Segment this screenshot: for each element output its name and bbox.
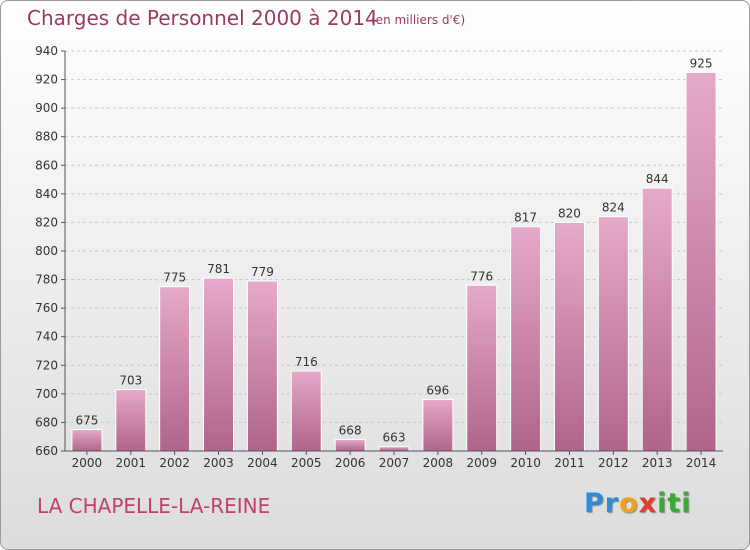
y-tick-label: 920 bbox=[35, 73, 58, 87]
y-tick-label: 700 bbox=[35, 387, 58, 401]
bars bbox=[71, 71, 717, 452]
bar-2013 bbox=[641, 187, 673, 452]
value-label: 779 bbox=[251, 265, 274, 279]
y-tick-label: 860 bbox=[35, 158, 58, 172]
x-tick-label: 2002 bbox=[159, 456, 190, 470]
x-tick-label: 2006 bbox=[335, 456, 366, 470]
value-label: 675 bbox=[75, 414, 98, 428]
value-labels: 675 703 775 781 779 716 668 663 696 776 817 820 824 8… bbox=[75, 56, 712, 444]
y-tick-label: 660 bbox=[35, 444, 58, 458]
bar-2012 bbox=[597, 216, 629, 452]
value-label: 817 bbox=[514, 211, 537, 225]
value-label: 824 bbox=[602, 201, 625, 215]
y-tick-label: 800 bbox=[35, 244, 58, 258]
value-label: 925 bbox=[690, 56, 713, 70]
x-tick-label: 2007 bbox=[379, 456, 410, 470]
bar-2006 bbox=[334, 439, 366, 452]
logo-letter: t bbox=[667, 488, 682, 519]
x-tick-label: 2013 bbox=[642, 456, 673, 470]
y-tick-label: 840 bbox=[35, 187, 58, 201]
y-tick-label: 680 bbox=[35, 415, 58, 429]
x-tick-label: 2005 bbox=[291, 456, 322, 470]
x-tick-label: 2012 bbox=[598, 456, 629, 470]
x-tick-label: 2008 bbox=[423, 456, 454, 470]
axes bbox=[64, 51, 723, 452]
y-tick-label: 880 bbox=[35, 130, 58, 144]
bar-2002 bbox=[159, 286, 191, 452]
chart-title: Charges de Personnel 2000 à 2014 bbox=[27, 6, 378, 30]
bar-2009 bbox=[466, 284, 498, 452]
bar-2010 bbox=[510, 226, 542, 452]
value-label: 776 bbox=[470, 269, 493, 283]
value-label: 703 bbox=[119, 374, 142, 388]
x-tick-label: 2014 bbox=[686, 456, 717, 470]
y-tick-label: 720 bbox=[35, 358, 58, 372]
bar-2014 bbox=[685, 71, 717, 452]
bar-2007 bbox=[378, 446, 410, 452]
logo-letter: r bbox=[604, 488, 620, 519]
bar-2001 bbox=[115, 389, 147, 452]
value-label: 844 bbox=[646, 172, 669, 186]
y-tick-label: 740 bbox=[35, 330, 58, 344]
bar-2011 bbox=[553, 221, 585, 452]
value-label: 696 bbox=[426, 384, 449, 398]
x-tick-label: 2001 bbox=[116, 456, 147, 470]
y-tick-label: 780 bbox=[35, 273, 58, 287]
bar-2004 bbox=[246, 280, 278, 452]
bar-2003 bbox=[203, 277, 235, 452]
place-name: LA CHAPELLE-LA-REINE bbox=[37, 494, 271, 518]
x-axis-ticks: 2000 2001 2002 2003 2004 2005 2006 2007 2008 2009… bbox=[72, 451, 717, 470]
bar-2008 bbox=[422, 399, 454, 452]
value-label: 663 bbox=[383, 431, 406, 445]
y-tick-label: 940 bbox=[35, 44, 58, 58]
y-axis-ticks: 660 680 700 720 740 760 780 800 820 840 860 880 900 9… bbox=[35, 44, 65, 458]
value-label: 668 bbox=[339, 424, 362, 438]
logo-letter: x bbox=[638, 488, 658, 519]
logo-letter: P bbox=[584, 488, 605, 519]
logo-letter: i bbox=[681, 488, 692, 519]
value-label: 781 bbox=[207, 262, 230, 276]
x-tick-label: 2010 bbox=[510, 456, 541, 470]
chart-subtitle: (en milliers d'€) bbox=[371, 13, 466, 27]
logo-letter: o bbox=[619, 488, 639, 519]
logo-letter: i bbox=[657, 488, 668, 519]
value-label: 775 bbox=[163, 271, 186, 285]
x-tick-label: 2011 bbox=[554, 456, 585, 470]
y-tick-label: 900 bbox=[35, 101, 58, 115]
y-tick-label: 760 bbox=[35, 301, 58, 315]
x-tick-label: 2009 bbox=[466, 456, 497, 470]
value-label: 716 bbox=[295, 355, 318, 369]
bar-2000 bbox=[71, 429, 103, 452]
proxiti-logo: Proxiti bbox=[584, 488, 692, 519]
y-tick-label: 820 bbox=[35, 215, 58, 229]
x-tick-label: 2000 bbox=[72, 456, 103, 470]
x-tick-label: 2003 bbox=[203, 456, 234, 470]
x-tick-label: 2004 bbox=[247, 456, 278, 470]
bar-2005 bbox=[290, 370, 322, 452]
value-label: 820 bbox=[558, 206, 581, 220]
